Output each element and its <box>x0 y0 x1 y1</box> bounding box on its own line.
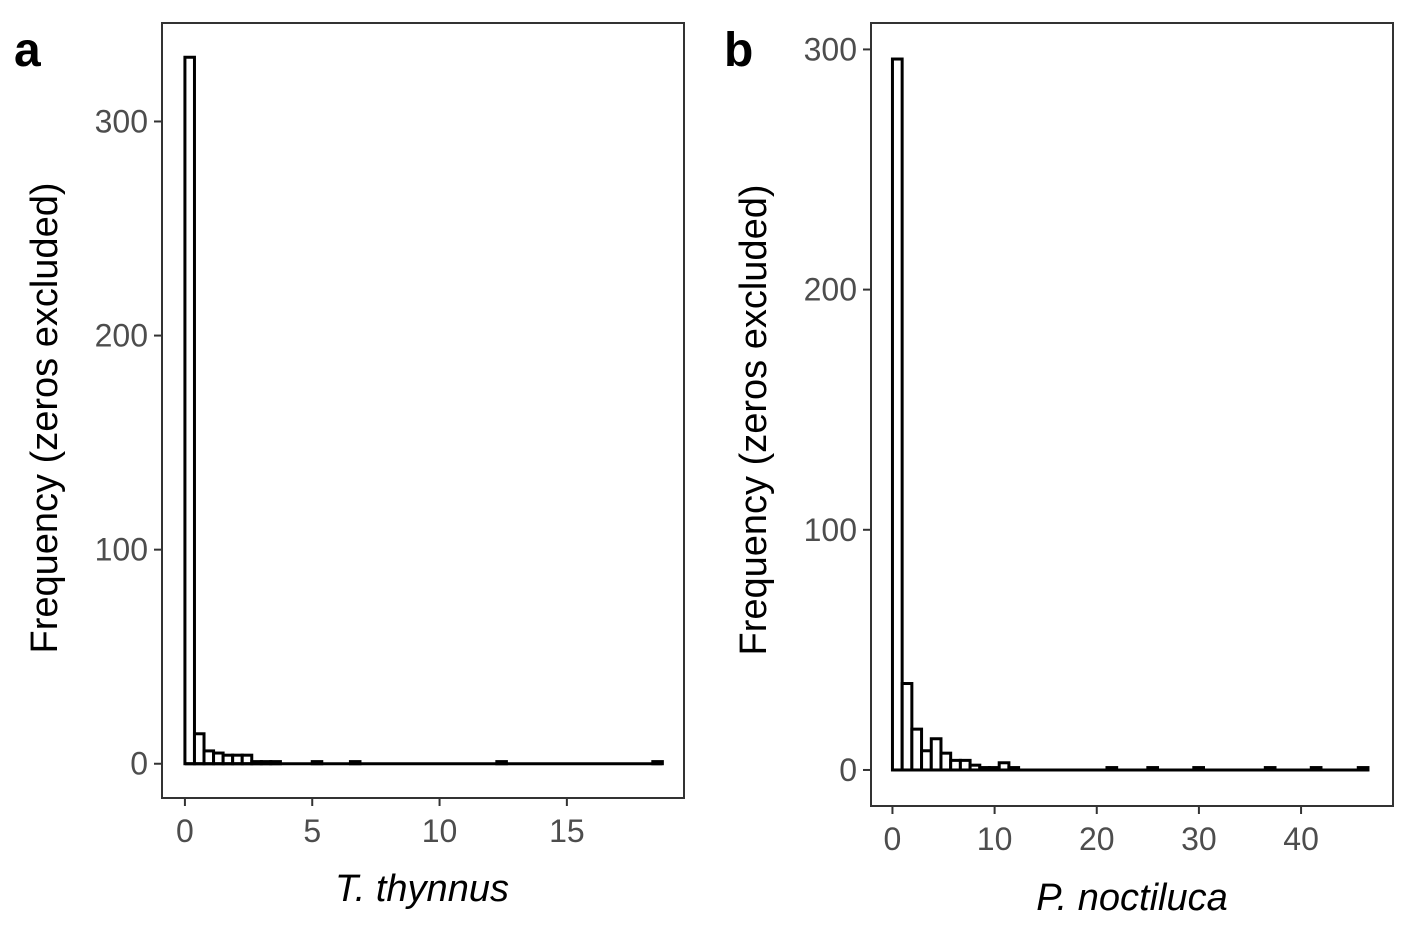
panel-b-plot-frame <box>870 22 1394 807</box>
panel-a-y-axis-title: Frequency (zeros excluded) <box>24 183 66 654</box>
panel-b-x-tick-label: 10 <box>977 821 1013 857</box>
panel-b-x-tick-label: 20 <box>1079 821 1115 857</box>
panel-a-y-tick-label: 100 <box>95 532 148 568</box>
panel-a: a Frequency (zeros excluded) T. thynnus … <box>14 22 685 910</box>
panel-b-y-axis-title: Frequency (zeros excluded) <box>733 185 775 656</box>
panel-a-x-tick-label: 0 <box>176 813 194 849</box>
panel-b-label: b <box>724 24 753 77</box>
panel-b-bar-0 <box>890 57 904 772</box>
panel-b-x-tick-label: 0 <box>884 821 902 857</box>
panel-a-x-tick-label: 5 <box>303 813 321 849</box>
panel-a-plot-frame <box>161 22 685 799</box>
panel-b-x-axis-title: P. noctiluca <box>1036 877 1228 919</box>
panel-a-x-tick-label: 10 <box>422 813 458 849</box>
panel-a-y-tick-label: 200 <box>95 318 148 354</box>
panel-a-bar-0 <box>183 55 196 766</box>
panel-a-bars <box>183 55 664 766</box>
panel-a-label: a <box>14 24 41 77</box>
panel-a-x-ticks: 0 5 10 15 <box>176 798 585 849</box>
panel-b-y-tick-label: 0 <box>839 752 857 788</box>
panel-b-y-tick-label: 200 <box>804 272 857 308</box>
panel-b-bars <box>890 57 1370 772</box>
panel-b-x-ticks: 0 10 20 30 40 <box>884 806 1319 857</box>
panel-a-x-tick-label: 15 <box>549 813 585 849</box>
panel-a-y-tick-label: 300 <box>95 103 148 139</box>
panel-a-y-ticks: 0 100 200 300 <box>95 103 162 782</box>
panel-b-y-tick-label: 100 <box>804 512 857 548</box>
panel-b-x-tick-label: 30 <box>1181 821 1217 857</box>
panel-a-x-axis-title: T. thynnus <box>335 868 509 910</box>
panel-b: b Frequency (zeros excluded) P. noctiluc… <box>724 22 1394 919</box>
panel-b-y-ticks: 0 100 200 300 <box>804 31 871 788</box>
panel-b-x-tick-label: 40 <box>1283 821 1319 857</box>
panel-a-y-tick-label: 0 <box>130 746 148 782</box>
panel-b-y-tick-label: 300 <box>804 31 857 67</box>
